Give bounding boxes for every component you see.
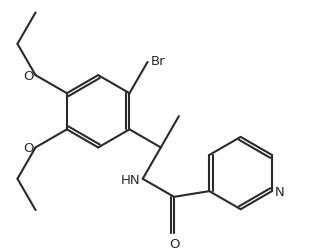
Text: Br: Br (151, 55, 165, 68)
Text: O: O (23, 69, 34, 82)
Text: N: N (275, 185, 284, 198)
Text: HN: HN (121, 174, 141, 186)
Text: O: O (23, 142, 34, 154)
Text: O: O (169, 237, 179, 250)
